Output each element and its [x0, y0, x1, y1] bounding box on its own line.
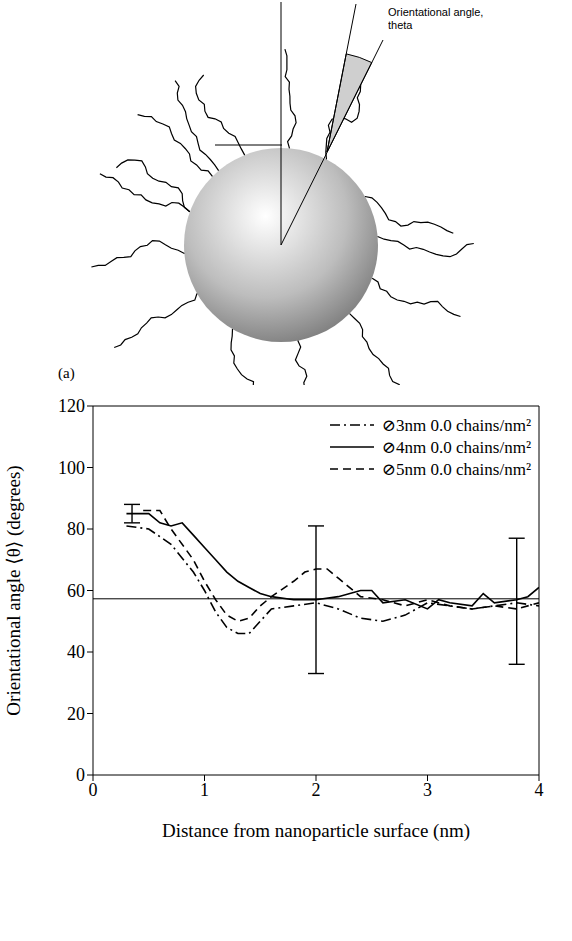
- html-text:Orientational angle, theta: Orientational angle, theta: [388, 6, 484, 31]
- svg-text:40: 40: [67, 642, 85, 662]
- svg-text:0: 0: [76, 765, 85, 785]
- svg-text:120: 120: [58, 396, 85, 416]
- svg-text:100: 100: [58, 458, 85, 478]
- svg-text:3: 3: [423, 780, 432, 800]
- svg-text:60: 60: [67, 581, 85, 601]
- svg-text:0: 0: [89, 780, 98, 800]
- svg-text:2: 2: [312, 780, 321, 800]
- svg-text:4: 4: [535, 780, 544, 800]
- svg-text:Orientational angle ⟨θ⟩ (degre: Orientational angle ⟨θ⟩ (degrees): [3, 465, 25, 715]
- svg-text:Distance from nanoparticle sur: Distance from nanoparticle surface (nm): [162, 820, 470, 842]
- html-text:⊘3nm 0.0 chains/nm²: ⊘3nm 0.0 chains/nm²: [381, 415, 531, 435]
- svg-text:1: 1: [200, 780, 209, 800]
- svg-text:(a): (a): [58, 365, 75, 382]
- html-text:⊘5nm 0.0 chains/nm²: ⊘5nm 0.0 chains/nm²: [381, 459, 531, 479]
- svg-text:20: 20: [67, 704, 85, 724]
- html-text:⊘4nm 0.0 chains/nm²: ⊘4nm 0.0 chains/nm²: [381, 437, 531, 457]
- svg-text:80: 80: [67, 519, 85, 539]
